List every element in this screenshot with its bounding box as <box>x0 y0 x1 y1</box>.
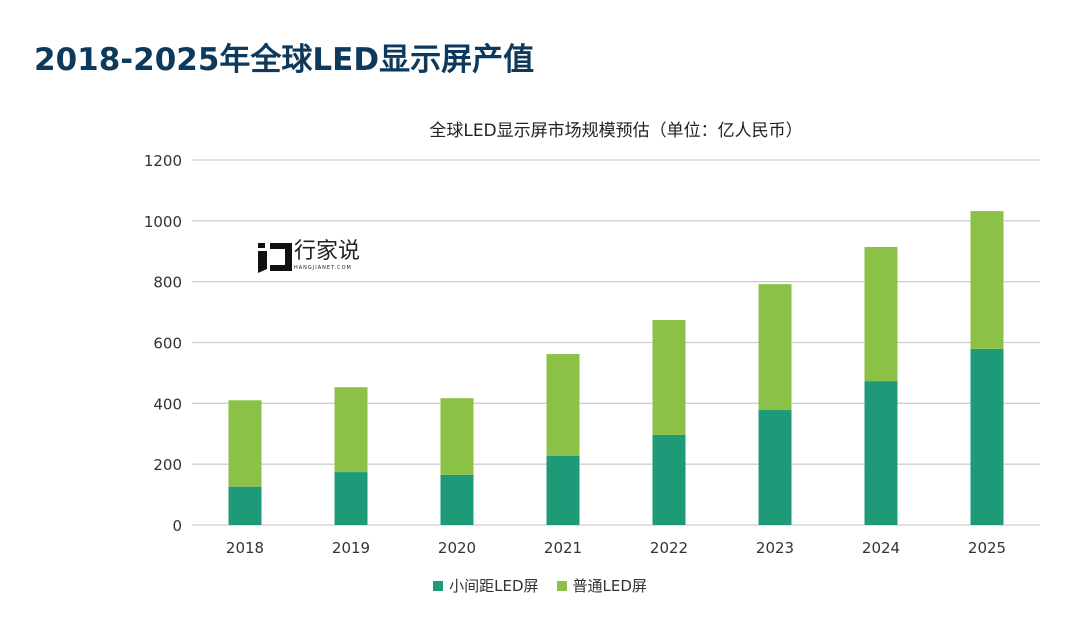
legend-swatch <box>556 580 567 591</box>
logo-name: 行家说 <box>294 239 361 264</box>
logo-mark-icon <box>258 243 292 273</box>
bar-small-pitch-2021 <box>546 455 580 525</box>
y-tick-label: 600 <box>153 335 182 353</box>
bar-regular-2023 <box>758 284 792 411</box>
x-tick-label: 2025 <box>968 539 1006 557</box>
bar-small-pitch-2018 <box>228 486 262 525</box>
legend-item-small-pitch: 小间距LED屏 <box>433 575 539 596</box>
x-tick-label: 2020 <box>438 539 476 557</box>
y-tick-label: 1000 <box>144 213 182 231</box>
y-tick-label: 800 <box>153 274 182 292</box>
bar-small-pitch-2025 <box>970 348 1004 525</box>
bar-regular-2019 <box>334 387 368 473</box>
x-tick-label: 2024 <box>862 539 900 557</box>
bar-regular-2024 <box>864 246 898 382</box>
y-tick-label: 0 <box>172 517 182 535</box>
logo: 行家说 HANGJIANET.COM <box>256 241 360 273</box>
page-title: 2018-2025年全球LED显示屏产值 <box>34 42 535 78</box>
legend: 小间距LED屏 普通LED屏 <box>0 575 1080 596</box>
bar-regular-2022 <box>652 319 686 435</box>
bar-small-pitch-2023 <box>758 410 792 525</box>
legend-label: 小间距LED屏 <box>449 577 539 595</box>
y-tick-label: 200 <box>153 456 182 474</box>
chart-title: 全球LED显示屏市场规模预估（单位：亿人民币） <box>429 121 802 141</box>
bar-small-pitch-2020 <box>440 474 474 525</box>
bar-regular-2020 <box>440 398 474 475</box>
x-tick-label: 2019 <box>332 539 370 557</box>
legend-swatch <box>433 580 444 591</box>
bar-small-pitch-2019 <box>334 472 368 525</box>
x-tick-label: 2022 <box>650 539 688 557</box>
x-tick-label: 2018 <box>226 539 264 557</box>
legend-label: 普通LED屏 <box>572 577 647 595</box>
bar-regular-2025 <box>970 211 1004 349</box>
y-tick-label: 1200 <box>144 152 182 170</box>
bar-regular-2021 <box>546 354 580 456</box>
bar-small-pitch-2022 <box>652 434 686 525</box>
logo-sub: HANGJIANET.COM <box>294 265 352 271</box>
legend-item-regular: 普通LED屏 <box>556 575 647 596</box>
x-tick-label: 2023 <box>756 539 794 557</box>
y-tick-label: 400 <box>153 395 182 413</box>
bar-small-pitch-2024 <box>864 381 898 525</box>
bar-regular-2018 <box>228 400 262 487</box>
x-tick-label: 2021 <box>544 539 582 557</box>
